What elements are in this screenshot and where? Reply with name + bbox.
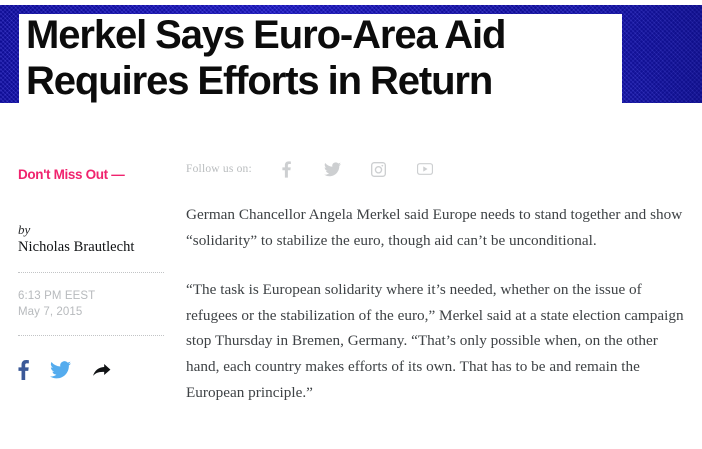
article-hero: Merkel Says Euro-Area Aid Requires Effor… [0, 0, 702, 128]
timestamp-time: 6:13 PM EEST [18, 290, 96, 302]
dont-miss-out-link[interactable]: Don't Miss Out — [18, 167, 125, 182]
byline: by Nicholas Brautlecht [18, 222, 164, 257]
facebook-share-icon[interactable] [18, 360, 29, 380]
byline-author-name[interactable]: Nicholas Brautlecht [18, 239, 135, 255]
twitter-icon[interactable] [324, 161, 342, 177]
rail-divider-top [18, 272, 164, 274]
share-buttons [18, 359, 164, 381]
headline-line-1: Merkel Says Euro-Area Aid [26, 13, 506, 57]
headline-white-lower-left [19, 88, 622, 128]
follow-us-label: Follow us on: [186, 163, 252, 175]
article-body-area: Don't Miss Out — by Nicholas Brautlecht … [0, 128, 702, 449]
article-sidebar: Don't Miss Out — by Nicholas Brautlecht … [18, 166, 164, 381]
facebook-icon[interactable] [278, 160, 296, 178]
headline-white-plate [19, 14, 622, 88]
article-main-column: Follow us on: [186, 158, 686, 405]
headline-line-2: Requires Efforts in Return [26, 59, 493, 103]
timestamp-date: May 7, 2015 [18, 306, 83, 318]
instagram-icon[interactable] [370, 161, 388, 177]
share-arrow-icon[interactable] [92, 362, 112, 379]
youtube-icon[interactable] [416, 163, 434, 175]
article-paragraph-2: “The task is European solidarity where i… [186, 281, 684, 401]
twitter-share-icon[interactable] [50, 361, 71, 379]
timestamp: 6:13 PM EEST May 7, 2015 [18, 288, 164, 320]
article-paragraph-1: German Chancellor Angela Merkel said Eur… [186, 206, 683, 249]
byline-by-label: by [18, 222, 31, 237]
rail-divider-bottom [18, 335, 164, 337]
page-title: Merkel Says Euro-Area Aid Requires Effor… [26, 12, 676, 104]
follow-us-bar: Follow us on: [186, 158, 686, 180]
